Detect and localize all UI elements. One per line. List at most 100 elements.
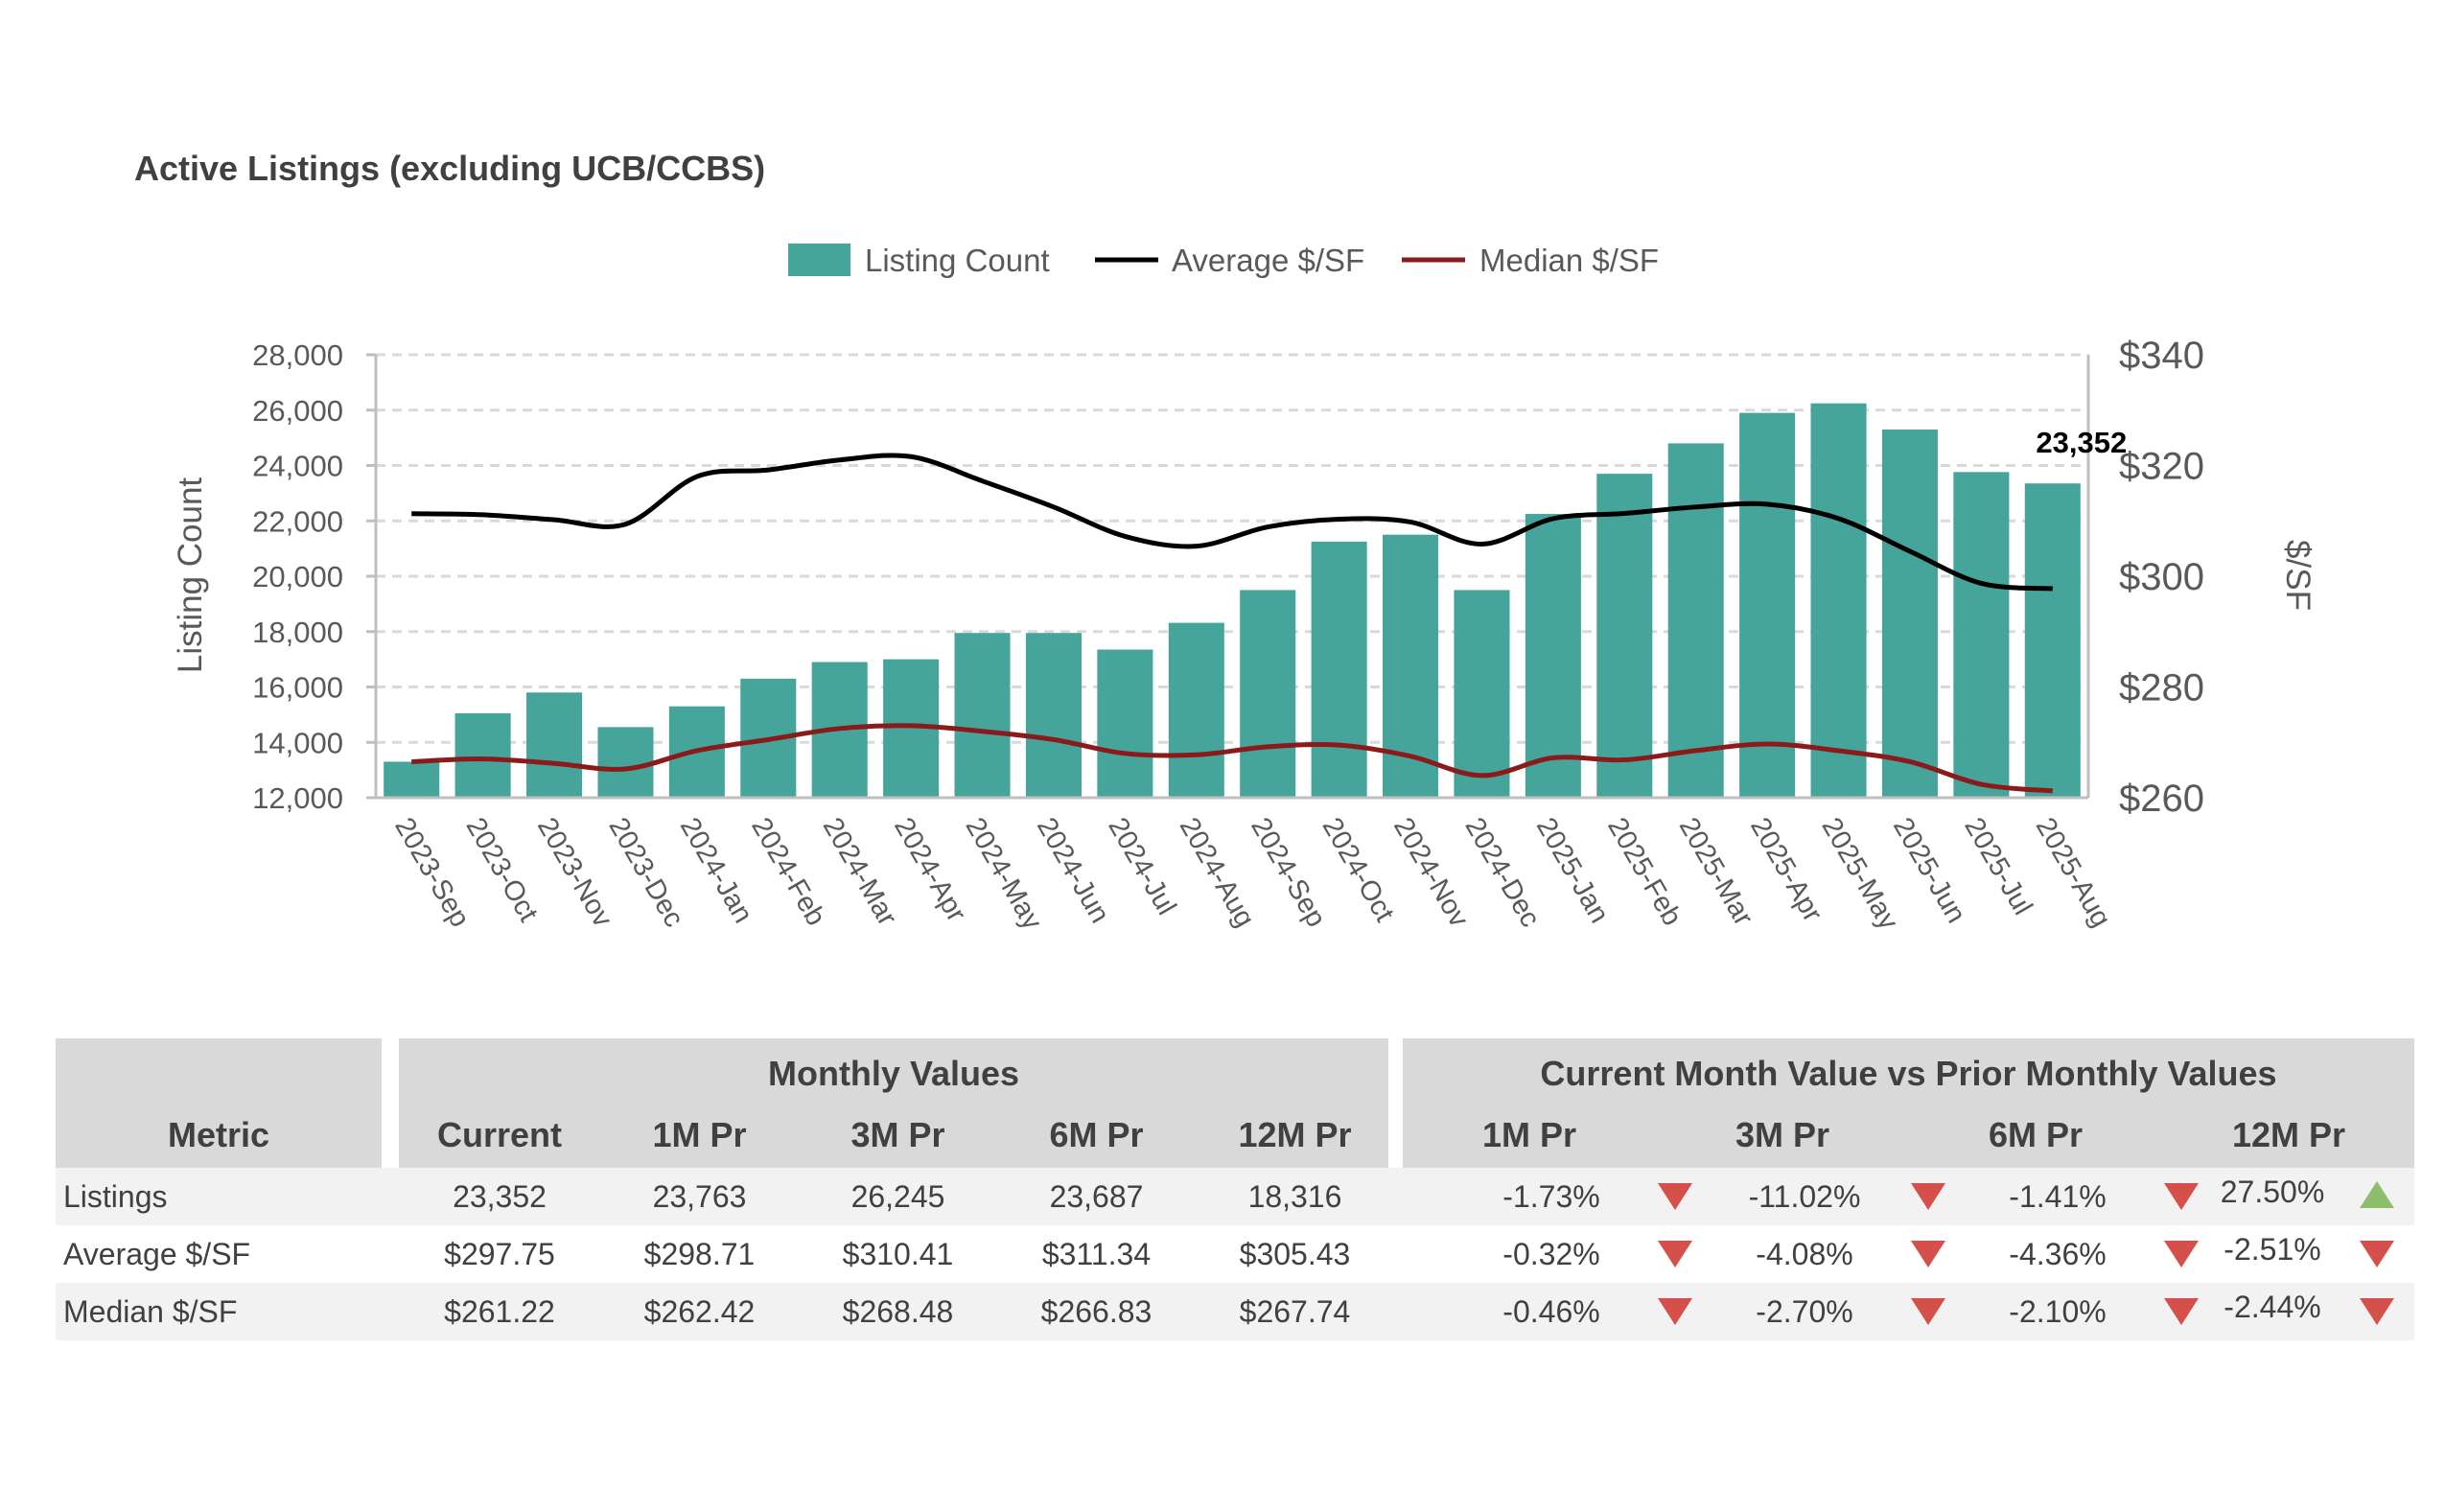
monthly-header-6m: 6M Pr: [1049, 1115, 1144, 1154]
bar: [1025, 633, 1082, 798]
row-compare-12m: 27.50%: [2220, 1175, 2325, 1209]
table-row-median: Median $/SF $261.22 $262.42 $268.48 $266…: [56, 1283, 2414, 1340]
y-left-tick-label: 24,000: [252, 450, 343, 483]
compare-header-1m: 1M Pr: [1481, 1115, 1577, 1154]
bar: [1168, 622, 1224, 798]
y-right-tick-label: $300: [2119, 556, 2204, 598]
bar: [526, 692, 583, 798]
row-6m: $266.83: [1040, 1294, 1153, 1329]
row-6m: $311.34: [1041, 1237, 1152, 1271]
row-6m: 23,687: [1049, 1179, 1144, 1214]
chart: Listing Count Average $/SF Median $/SF 1…: [172, 243, 2317, 936]
y-left-tick-label: 18,000: [252, 616, 343, 649]
row-compare-3m: -4.08%: [1756, 1237, 1853, 1271]
row-12m: 18,316: [1247, 1179, 1342, 1214]
compare-header-12m: 12M Pr: [2231, 1115, 2346, 1154]
table-row-average: Average $/SF $297.75 $298.71 $310.41 $31…: [56, 1225, 2414, 1283]
row-compare-12m: -2.44%: [2224, 1290, 2321, 1324]
row-3m: $268.48: [842, 1294, 954, 1329]
bar: [954, 633, 1011, 798]
y-left-tick-label: 28,000: [252, 338, 343, 372]
bar: [1739, 412, 1796, 798]
legend-label-listing-count: Listing Count: [865, 243, 1050, 278]
trend-down-icon: [2164, 1241, 2199, 1268]
trend-down-icon: [1658, 1298, 1692, 1325]
monthly-header-12m: 12M Pr: [1238, 1115, 1352, 1154]
monthly-values-header-cell: Monthly Values Current 1M Pr 3M Pr 6M Pr…: [399, 1038, 1388, 1168]
y-left-tick-label: 14,000: [252, 726, 343, 759]
bar: [1667, 443, 1724, 798]
average-line: [411, 453, 2053, 592]
legend: Listing Count Average $/SF Median $/SF: [788, 243, 1659, 278]
bar: [1596, 474, 1653, 798]
bar: [454, 712, 511, 798]
metric-header-cell: Metric: [56, 1038, 382, 1168]
row-compare-1m: -0.32%: [1502, 1237, 1600, 1271]
bar: [1525, 514, 1581, 798]
monthly-header-3m: 3M Pr: [850, 1115, 945, 1154]
bar: [597, 727, 654, 798]
monthly-header-1m: 1M Pr: [652, 1115, 747, 1154]
y-left-tick-label: 22,000: [252, 504, 343, 538]
row-3m: 26,245: [850, 1179, 945, 1214]
table-row-listings: Listings 23,352 23,763 26,245 23,687 18,…: [56, 1168, 2414, 1225]
row-metric: Median $/SF: [63, 1294, 238, 1329]
monthly-header-current: Current: [436, 1115, 562, 1154]
row-current: $261.22: [444, 1294, 555, 1329]
row-compare-12m: -2.51%: [2224, 1232, 2321, 1267]
legend-swatch-listing-count: [788, 244, 850, 276]
y-left-tick-label: 26,000: [252, 394, 343, 428]
row-compare-6m: -2.10%: [2009, 1294, 2107, 1329]
trend-down-icon: [2164, 1298, 2199, 1325]
row-1m: $298.71: [643, 1237, 756, 1271]
row-compare-6m: -4.36%: [2009, 1237, 2107, 1271]
x-tick-label: 2024-Oct: [1316, 813, 1400, 927]
row-compare-6m: -1.41%: [2009, 1179, 2107, 1214]
row-compare-3m: -11.02%: [1748, 1179, 1861, 1214]
trend-down-icon: [2360, 1241, 2394, 1268]
bar: [384, 761, 440, 798]
row-current: 23,352: [453, 1179, 547, 1214]
trend-up-icon: [2360, 1181, 2394, 1208]
compare-header-6m: 6M Pr: [1988, 1115, 2084, 1154]
y-left-tick-label: 12,000: [252, 781, 343, 815]
data-label: 23,352: [2036, 426, 2127, 459]
row-current: $297.75: [444, 1237, 555, 1271]
row-compare-1m: -1.73%: [1502, 1179, 1600, 1214]
row-compare-1m: -0.46%: [1502, 1294, 1600, 1329]
row-3m: $310.41: [842, 1237, 954, 1271]
y-left-tick-label: 20,000: [252, 560, 343, 593]
bar: [1097, 649, 1153, 798]
median-line: [411, 723, 2054, 794]
x-tick-label: 2024-Jul: [1102, 813, 1181, 920]
row-compare-3m: -2.70%: [1756, 1294, 1853, 1329]
legend-label-median: Median $/SF: [1479, 243, 1659, 278]
y-right-tick-label: $320: [2119, 446, 2204, 488]
row-12m: $267.74: [1239, 1294, 1351, 1329]
x-tick-label: 2023-Oct: [460, 813, 544, 927]
metric-header: Metric: [167, 1115, 270, 1154]
row-metric: Average $/SF: [63, 1237, 251, 1271]
row-1m: $262.42: [643, 1294, 756, 1329]
row-metric: Listings: [63, 1179, 168, 1214]
y-right-tick-label: $280: [2119, 667, 2204, 709]
x-tick-label: 2025-Aug: [2030, 813, 2117, 933]
bar: [1810, 403, 1867, 798]
trend-down-icon: [2360, 1298, 2394, 1325]
chart-title: Active Listings (excluding UCB/CCBS): [134, 149, 766, 188]
bar: [1881, 429, 1938, 798]
row-1m: 23,763: [652, 1179, 747, 1214]
trend-down-icon: [1658, 1183, 1692, 1210]
legend-label-average: Average $/SF: [1172, 243, 1364, 278]
x-tick-label: 2025-Jul: [1958, 813, 2038, 920]
compare-group-header: Current Month Value vs Prior Monthly Val…: [1540, 1054, 2277, 1093]
trend-down-icon: [2164, 1183, 2199, 1210]
compare-header-cell: Current Month Value vs Prior Monthly Val…: [1403, 1038, 2414, 1168]
compare-header-3m: 3M Pr: [1735, 1115, 1830, 1154]
y-right-tick-label: $260: [2119, 778, 2204, 820]
bar: [1953, 472, 2010, 798]
bar: [1240, 590, 1296, 798]
monthly-values-group-header: Monthly Values: [767, 1054, 1020, 1093]
y-right-tick-label: $340: [2119, 335, 2204, 377]
bar: [1311, 541, 1367, 798]
